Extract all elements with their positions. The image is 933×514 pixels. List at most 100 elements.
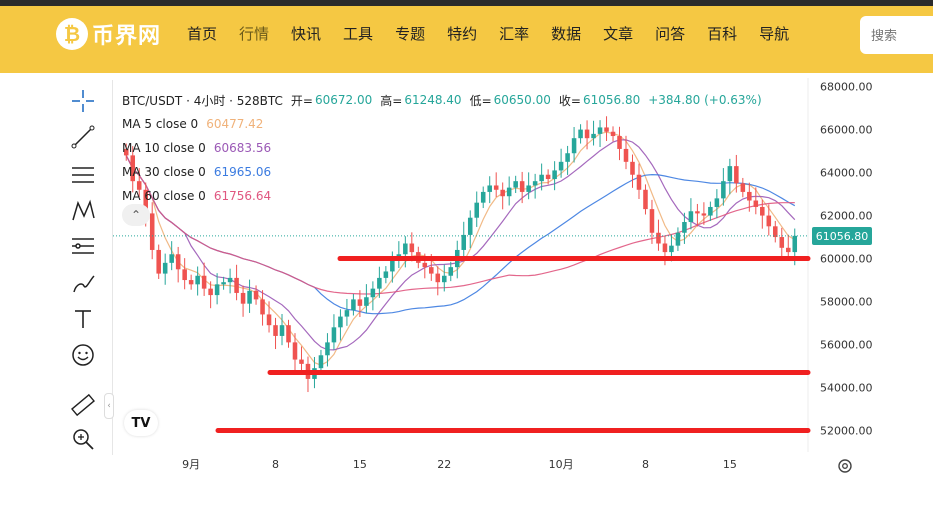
nav-item[interactable]: 专题 [395, 25, 426, 43]
y-tick-label: 54000.00 [820, 382, 873, 395]
site-navbar [0, 6, 933, 73]
candle-body [143, 189, 148, 214]
pattern-icon[interactable] [68, 196, 98, 226]
candle-body [539, 174, 544, 182]
low-label: 低= [469, 93, 492, 108]
site-logo[interactable]: ₿ 币界网 [56, 18, 161, 50]
candle-body [208, 288, 213, 296]
ma-label: MA 10 close 0 [122, 141, 206, 155]
candle-body [532, 181, 538, 186]
tradingview-logo-icon[interactable]: TV [124, 410, 158, 436]
candle-body [656, 232, 661, 244]
y-tick-label: 52000.00 [820, 425, 873, 438]
candle-body [266, 314, 272, 326]
candle-body [175, 254, 181, 270]
ma-value: 61965.06 [213, 165, 272, 179]
candle-body [727, 166, 733, 182]
candle-body [429, 267, 434, 274]
toolbar-divider [112, 80, 113, 455]
ma-row[interactable]: MA 30 close 0 61965.06 [122, 160, 764, 184]
nav-item[interactable]: 特约 [447, 25, 478, 43]
candle-body [221, 282, 226, 285]
drawing-toolbar [62, 82, 106, 452]
nav-item[interactable]: 行情 [239, 25, 270, 43]
candle-body [461, 234, 467, 250]
candle-body [130, 155, 136, 182]
nav-item[interactable]: 导航 [759, 25, 790, 43]
candle-body [701, 213, 707, 216]
candle-body [214, 284, 220, 296]
nav-item[interactable]: 汇率 [499, 25, 530, 43]
candle-body [338, 316, 343, 328]
zoom-in-icon[interactable] [68, 424, 98, 454]
nav-item[interactable]: 快讯 [291, 25, 322, 43]
nav-item[interactable]: 问答 [655, 25, 686, 43]
candle-body [565, 153, 570, 162]
chart-area [52, 73, 933, 514]
prediction-icon[interactable] [68, 232, 98, 262]
x-tick-label: 15 [353, 458, 367, 471]
ma-row[interactable]: MA 60 close 0 61756.64 [122, 184, 764, 208]
candle-body [766, 215, 772, 227]
fib-lines-icon[interactable] [68, 160, 98, 190]
ma-row[interactable]: MA 10 close 0 60683.56 [122, 136, 764, 160]
crosshair-icon[interactable] [68, 86, 98, 116]
high-value: 61248.40 [404, 93, 462, 107]
ohlc-row: BTC/USDT · 4小时 · 528BTC 开= 60672.00 高= 612… [122, 88, 764, 112]
ma-value: 61756.64 [213, 189, 272, 203]
candle-body [721, 181, 726, 199]
candle-body [695, 211, 700, 214]
settings-gear-icon[interactable] [836, 457, 854, 475]
candle-body [779, 237, 785, 248]
candle-body [169, 254, 174, 263]
ma-label: MA 60 close 0 [122, 189, 206, 203]
ma-value: 60683.56 [213, 141, 272, 155]
nav-item[interactable]: 首页 [187, 25, 218, 43]
candle-body [357, 299, 363, 306]
candle-body [377, 277, 382, 289]
nav-item[interactable]: 数据 [551, 25, 582, 43]
candle-body [708, 206, 713, 216]
candle-body [370, 288, 376, 298]
candle-body [442, 275, 447, 283]
candle-body [422, 262, 428, 268]
candle-body [558, 161, 564, 171]
candle-body [643, 189, 648, 210]
candle-body [253, 290, 259, 300]
trend-line-icon[interactable] [68, 122, 98, 152]
candle-body [669, 245, 674, 253]
candle-body [344, 310, 350, 317]
nav-item[interactable]: 工具 [343, 25, 374, 43]
collapse-toolbar-button[interactable]: ‹ [104, 393, 114, 419]
candle-body [526, 185, 531, 192]
nav-item[interactable]: 百科 [707, 25, 738, 43]
text-tool-icon[interactable] [68, 304, 98, 334]
y-tick-label: 58000.00 [820, 296, 873, 309]
ma-value: 60477.42 [206, 117, 264, 131]
collapse-legend-button[interactable]: ⌃ [122, 204, 150, 226]
candle-body [188, 280, 194, 285]
ma-row[interactable]: MA 5 close 0 60477.42 [122, 112, 764, 136]
y-tick-label: 60000.00 [820, 253, 873, 266]
brush-icon[interactable] [68, 268, 98, 298]
candle-body [785, 247, 791, 253]
y-tick-label: 68000.00 [820, 81, 873, 94]
candle-body [623, 148, 629, 162]
x-tick-label: 9月 [182, 458, 200, 471]
candle-body [448, 267, 454, 276]
search-input[interactable] [860, 16, 933, 54]
ruler-icon[interactable] [68, 390, 98, 420]
emoji-icon[interactable] [68, 340, 98, 370]
candle-body [149, 213, 155, 250]
candle-body [299, 359, 304, 364]
candle-body [364, 297, 369, 306]
symbol-label[interactable]: BTC/USDT · 4小时 · 528BTC [122, 93, 283, 108]
y-tick-label: 64000.00 [820, 167, 873, 180]
candle-body [156, 249, 161, 274]
nav-menu: 首页 行情 快讯 工具 专题 特约 汇率 数据 文章 问答 百科 导航 [187, 23, 811, 44]
candle-body [552, 170, 557, 180]
candle-body [279, 325, 285, 336]
candle-body [195, 275, 200, 285]
nav-item[interactable]: 文章 [603, 25, 634, 43]
